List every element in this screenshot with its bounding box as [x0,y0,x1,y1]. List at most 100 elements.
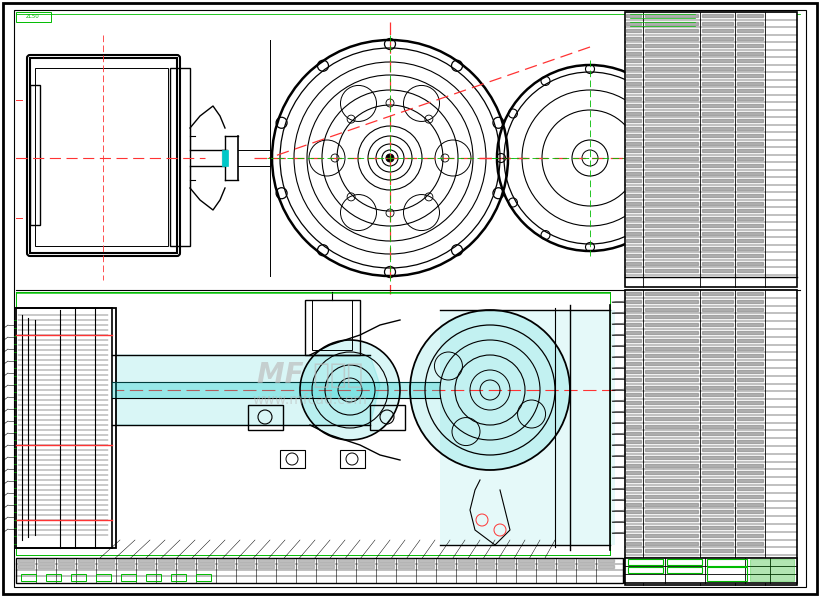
Polygon shape [645,565,697,568]
Polygon shape [736,89,762,92]
Polygon shape [701,315,732,318]
Polygon shape [158,559,174,562]
Polygon shape [625,518,640,521]
Polygon shape [418,565,433,568]
Polygon shape [701,370,732,373]
Polygon shape [736,149,762,152]
Polygon shape [645,14,697,17]
Polygon shape [645,149,697,152]
Polygon shape [397,565,414,568]
Bar [311,300,351,350]
Polygon shape [736,487,762,490]
Polygon shape [701,464,732,467]
Polygon shape [18,565,34,568]
Polygon shape [736,456,762,459]
Polygon shape [645,424,697,427]
Polygon shape [625,495,640,498]
Polygon shape [625,59,640,62]
Polygon shape [736,247,762,250]
Polygon shape [736,526,762,529]
Bar [16,310,111,545]
Polygon shape [625,409,640,412]
Polygon shape [218,559,233,562]
Polygon shape [645,44,697,47]
Polygon shape [98,559,114,562]
Polygon shape [736,97,762,100]
Bar [121,574,136,581]
Polygon shape [625,323,640,326]
Polygon shape [736,557,762,560]
Polygon shape [736,14,762,17]
Polygon shape [645,29,697,32]
Bar [247,405,283,430]
Polygon shape [112,355,379,425]
Polygon shape [625,347,640,350]
Polygon shape [645,323,697,326]
Polygon shape [736,36,762,39]
Polygon shape [701,36,732,39]
Bar [196,574,210,581]
Polygon shape [645,247,697,250]
Polygon shape [625,51,640,54]
Polygon shape [625,194,640,197]
Polygon shape [701,526,732,529]
Polygon shape [645,315,697,318]
Polygon shape [58,559,74,562]
Bar [171,574,186,581]
Polygon shape [437,565,454,568]
Bar [706,559,746,566]
Polygon shape [625,29,640,32]
Polygon shape [736,440,762,443]
Polygon shape [736,186,762,189]
Polygon shape [701,487,732,490]
Polygon shape [701,59,732,62]
Polygon shape [701,393,732,396]
Polygon shape [701,164,732,167]
Polygon shape [701,149,732,152]
Polygon shape [701,44,732,47]
Polygon shape [625,370,640,373]
Polygon shape [178,559,194,562]
Polygon shape [625,557,640,560]
Polygon shape [625,456,640,459]
Polygon shape [701,401,732,404]
Polygon shape [78,565,94,568]
Polygon shape [645,495,697,498]
Polygon shape [736,29,762,32]
Polygon shape [625,179,640,182]
Polygon shape [645,549,697,552]
Polygon shape [736,401,762,404]
Polygon shape [736,269,762,272]
Polygon shape [625,239,640,242]
Polygon shape [597,565,613,568]
Polygon shape [736,300,762,303]
Polygon shape [625,209,640,212]
Polygon shape [736,59,762,62]
Polygon shape [701,156,732,159]
Polygon shape [625,14,640,17]
Polygon shape [701,66,732,69]
Bar [112,382,440,398]
Polygon shape [645,518,697,521]
Polygon shape [645,573,697,576]
Polygon shape [736,479,762,482]
Polygon shape [736,239,762,242]
Polygon shape [625,247,640,250]
Polygon shape [625,386,640,389]
Bar [46,574,61,581]
Polygon shape [645,479,697,482]
Polygon shape [736,104,762,107]
Polygon shape [645,526,697,529]
Bar [16,310,111,545]
Polygon shape [337,565,354,568]
Polygon shape [701,440,732,443]
Bar [627,559,663,565]
Polygon shape [625,119,640,122]
Polygon shape [397,559,414,562]
Polygon shape [736,541,762,544]
Polygon shape [238,565,254,568]
Polygon shape [701,534,732,537]
Polygon shape [645,331,697,334]
Polygon shape [701,355,732,358]
Polygon shape [625,300,640,303]
